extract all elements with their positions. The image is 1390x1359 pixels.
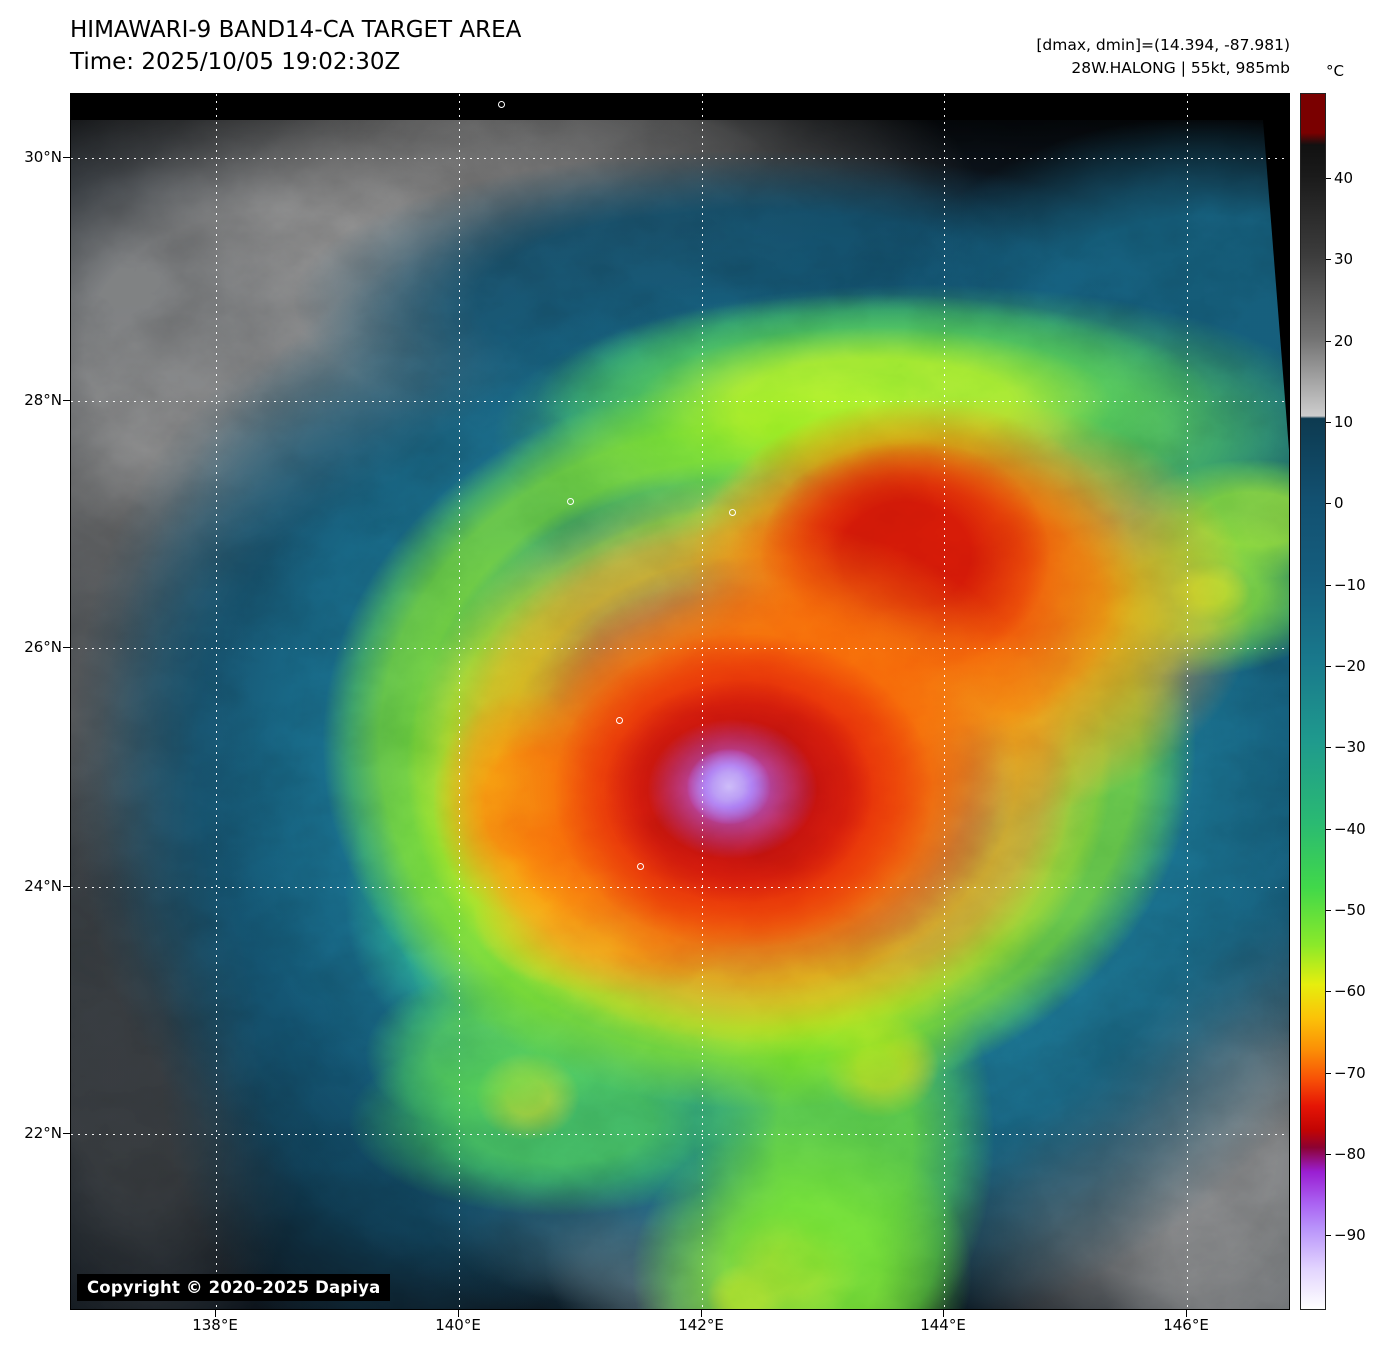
colorbar-tickmark — [1326, 422, 1331, 423]
axis-tick — [63, 157, 70, 158]
colorbar-tick-20: 20 — [1334, 332, 1354, 350]
plot-header: HIMAWARI-9 BAND14-CA TARGET AREA Time: 2… — [70, 14, 521, 78]
lon-label-140e: 140°E — [435, 1316, 481, 1334]
colorbar-tickmark — [1326, 1073, 1331, 1074]
axis-tick — [63, 1133, 70, 1134]
lon-label-144e: 144°E — [920, 1316, 966, 1334]
axis-tick — [1186, 1310, 1187, 1317]
map-frame: Copyright © 2020-2025 Dapiya — [70, 93, 1290, 1310]
storm-id-intensity: 28W.HALONG | 55kt, 985mb — [1071, 59, 1290, 77]
colorbar-tickmark — [1326, 910, 1331, 911]
lon-label-142e: 142°E — [678, 1316, 724, 1334]
lat-label-30n: 30°N — [24, 148, 62, 166]
colorbar-tickmark — [1326, 991, 1331, 992]
colorbar-tickmark — [1326, 259, 1331, 260]
gridline-lon-146e — [1187, 94, 1188, 1309]
overshoot-marker — [729, 509, 736, 516]
satellite-image — [71, 94, 1289, 1309]
axis-tick — [63, 886, 70, 887]
colorbar-tick--90: −90 — [1334, 1226, 1366, 1244]
lat-label-26n: 26°N — [24, 638, 62, 656]
colorbar-tick-40: 40 — [1334, 169, 1354, 187]
axis-tick — [215, 1310, 216, 1317]
gridline-lon-140e — [459, 94, 460, 1309]
gridline-lat-24n — [71, 887, 1289, 888]
colorbar-tick--20: −20 — [1334, 657, 1366, 675]
colorbar-tick--50: −50 — [1334, 901, 1366, 919]
dmax-dmin-value: [dmax, dmin]=(14.394, -87.981) — [1036, 36, 1290, 54]
gridline-lat-22n — [71, 1134, 1289, 1135]
colorbar-tick-0: 0 — [1334, 494, 1344, 512]
plot-title: HIMAWARI-9 BAND14-CA TARGET AREA — [70, 17, 522, 43]
colorbar-tickmark — [1326, 1154, 1331, 1155]
lon-label-138e: 138°E — [192, 1316, 238, 1334]
colorbar-tick--60: −60 — [1334, 982, 1366, 1000]
colorbar-tickmark — [1326, 829, 1331, 830]
gridline-lat-26n — [71, 648, 1289, 649]
plot-time: Time: 2025/10/05 19:02:30Z — [70, 49, 401, 75]
colorbar-tickmark — [1326, 585, 1331, 586]
lat-label-28n: 28°N — [24, 391, 62, 409]
colorbar-tick--40: −40 — [1334, 820, 1366, 838]
colorbar-tickmark — [1326, 666, 1331, 667]
overshoot-marker — [616, 717, 623, 724]
colorbar-tick-30: 30 — [1334, 250, 1354, 268]
colorbar-tick--70: −70 — [1334, 1064, 1366, 1082]
gridline-lon-138e — [216, 94, 217, 1309]
colorbar — [1300, 93, 1326, 1310]
colorbar-tick--10: −10 — [1334, 576, 1366, 594]
colorbar-tickmark — [1326, 503, 1331, 504]
gridline-lat-28n — [71, 401, 1289, 402]
lat-label-22n: 22°N — [24, 1124, 62, 1142]
axis-tick — [943, 1310, 944, 1317]
plot-annotations: [dmax, dmin]=(14.394, -87.981) 28W.HALON… — [1036, 34, 1290, 80]
colorbar-tick-10: 10 — [1334, 413, 1354, 431]
colorbar-tickmark — [1326, 747, 1331, 748]
colorbar-tick--30: −30 — [1334, 738, 1366, 756]
colorbar-unit-label: °C — [1326, 62, 1344, 80]
axis-tick — [63, 647, 70, 648]
axis-tick — [458, 1310, 459, 1317]
lat-label-24n: 24°N — [24, 877, 62, 895]
axis-tick — [701, 1310, 702, 1317]
gridline-lon-144e — [944, 94, 945, 1309]
gridline-lat-30n — [71, 158, 1289, 159]
colorbar-tickmark — [1326, 178, 1331, 179]
scan-edge-top — [71, 94, 1289, 120]
colorbar-tick--80: −80 — [1334, 1145, 1366, 1163]
overshoot-marker — [498, 101, 505, 108]
colorbar-tickmark — [1326, 1235, 1331, 1236]
copyright-badge: Copyright © 2020-2025 Dapiya — [77, 1274, 391, 1301]
overshoot-marker — [567, 498, 574, 505]
axis-tick — [63, 400, 70, 401]
colorbar-tickmark — [1326, 341, 1331, 342]
lon-label-146e: 146°E — [1163, 1316, 1209, 1334]
gridline-lon-142e — [702, 94, 703, 1309]
overshoot-marker — [637, 863, 644, 870]
